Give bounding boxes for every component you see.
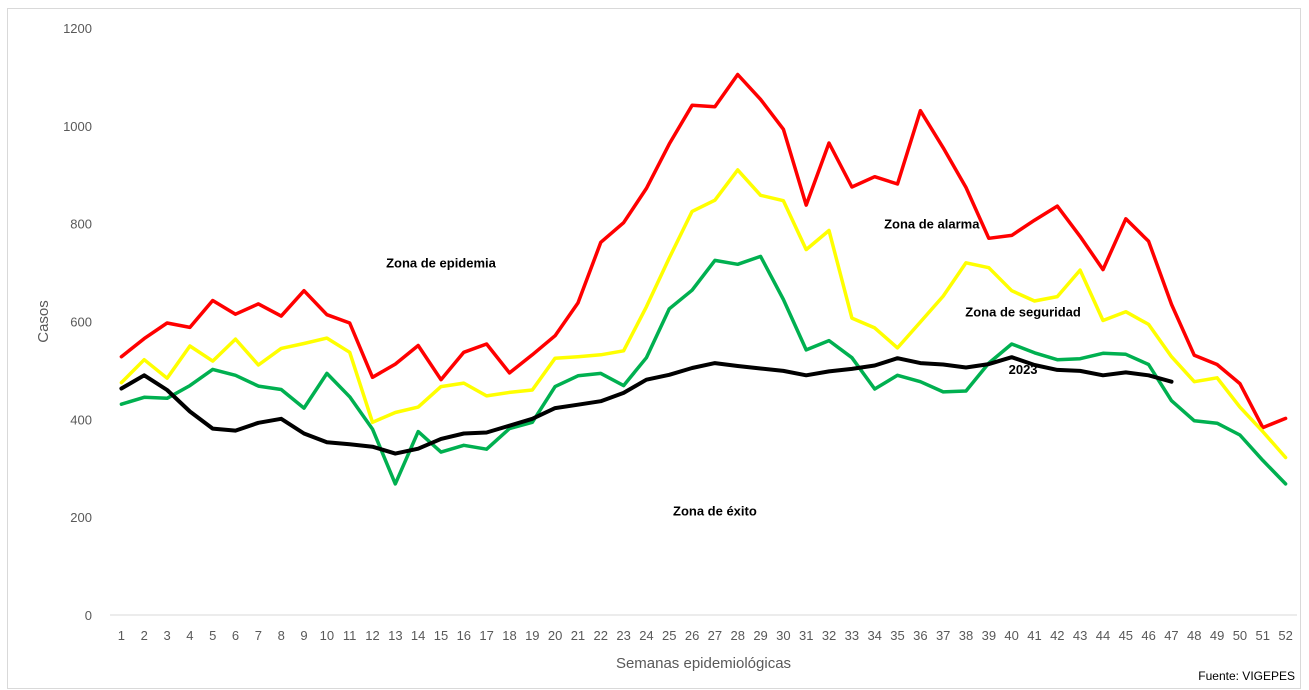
x-tick-label: 39	[982, 628, 996, 643]
series-line-4	[119, 355, 1174, 456]
x-tick-label: 2	[141, 628, 148, 643]
zone-annotation: Zona de alarma	[884, 217, 980, 232]
x-tick-label: 13	[388, 628, 402, 643]
x-tick-label: 3	[163, 628, 170, 643]
x-tick-label: 15	[434, 628, 448, 643]
x-tick-label: 33	[845, 628, 859, 643]
x-axis-title: Semanas epidemiológicas	[616, 655, 791, 672]
y-tick-label: 200	[70, 510, 92, 525]
x-tick-label: 25	[662, 628, 676, 643]
x-tick-label: 48	[1187, 628, 1201, 643]
x-tick-label: 6	[232, 628, 239, 643]
x-tick-label: 51	[1256, 628, 1270, 643]
x-tick-label: 37	[936, 628, 950, 643]
y-tick-label: 1000	[63, 119, 92, 134]
x-tick-label: 5	[209, 628, 216, 643]
x-tick-label: 31	[799, 628, 813, 643]
x-tick-label: 1	[118, 628, 125, 643]
x-tick-label: 36	[913, 628, 927, 643]
chart-frame	[7, 8, 1301, 689]
x-tick-label: 35	[890, 628, 904, 643]
series-line-3	[119, 254, 1288, 486]
x-tick-label: 38	[959, 628, 973, 643]
zone-annotation: 2023	[1009, 362, 1038, 377]
x-tick-label: 10	[320, 628, 334, 643]
x-tick-label: 17	[479, 628, 493, 643]
x-tick-label: 11	[343, 628, 357, 643]
x-tick-label: 4	[186, 628, 193, 643]
x-tick-label: 40	[1004, 628, 1018, 643]
x-tick-label: 32	[822, 628, 836, 643]
x-tick-label: 44	[1096, 628, 1110, 643]
x-tick-label: 9	[300, 628, 307, 643]
y-tick-label: 600	[70, 315, 92, 330]
x-tick-label: 43	[1073, 628, 1087, 643]
x-tick-label: 16	[457, 628, 471, 643]
y-tick-label: 0	[85, 608, 92, 623]
x-tick-label: 26	[685, 628, 699, 643]
y-axis-title: Casos	[35, 300, 52, 343]
x-tick-label: 49	[1210, 628, 1224, 643]
y-axis: 0 200 400 600 800 1000 1200	[63, 21, 92, 623]
x-tick-label: 52	[1278, 628, 1292, 643]
x-tick-label: 42	[1050, 628, 1064, 643]
x-tick-label: 34	[867, 628, 881, 643]
x-tick-label: 28	[731, 628, 745, 643]
y-tick-label: 800	[70, 217, 92, 232]
x-axis: 1 2 3 4 5 6 7 8 9 10 11 12 13 14 15 16 17 18 19 20 21 22 23 24 2…	[118, 628, 1293, 643]
x-tick-label: 47	[1164, 628, 1178, 643]
x-tick-label: 12	[365, 628, 379, 643]
x-tick-label: 41	[1027, 628, 1041, 643]
x-tick-label: 20	[548, 628, 562, 643]
zone-annotation: Zona de seguridad	[965, 305, 1081, 320]
x-tick-label: 50	[1233, 628, 1247, 643]
series-layer	[119, 72, 1288, 486]
zone-annotation: Zona de epidemia	[386, 256, 497, 271]
x-tick-label: 24	[639, 628, 653, 643]
x-tick-label: 45	[1119, 628, 1133, 643]
x-tick-label: 27	[708, 628, 722, 643]
x-tick-label: 23	[616, 628, 630, 643]
series-line-1	[119, 72, 1288, 430]
zone-annotation: Zona de éxito	[673, 504, 757, 519]
y-tick-label: 400	[70, 412, 92, 427]
x-tick-label: 19	[525, 628, 539, 643]
x-tick-label: 8	[278, 628, 285, 643]
x-tick-label: 7	[255, 628, 262, 643]
annotation-layer: Zona de epidemia Zona de alarma Zona de se…	[386, 217, 1081, 519]
x-tick-label: 46	[1141, 628, 1155, 643]
source-note: Fuente: VIGEPES	[1198, 669, 1295, 683]
x-tick-label: 21	[571, 628, 585, 643]
y-tick-label: 1200	[63, 21, 92, 36]
x-tick-label: 22	[594, 628, 608, 643]
series-line-2	[119, 168, 1288, 460]
x-tick-label: 14	[411, 628, 425, 643]
x-tick-label: 18	[502, 628, 516, 643]
x-tick-label: 29	[753, 628, 767, 643]
x-tick-label: 30	[776, 628, 790, 643]
